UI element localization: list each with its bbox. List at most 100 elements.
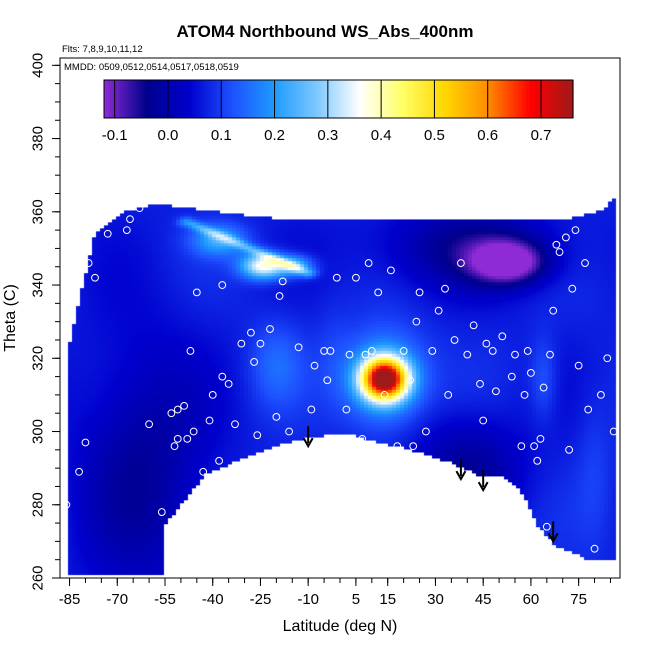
colorbar-tick-label: 0.4 [371,127,392,144]
observation-point [441,284,449,293]
observation-point [81,438,90,447]
down-arrow-icon [477,470,489,493]
observation-point [539,383,548,392]
observation-point [444,391,453,399]
observation-point [285,427,293,436]
observation-point [364,259,373,267]
observation-point [422,427,430,436]
x-tick-label: 30 [427,591,444,608]
observation-point [476,380,484,388]
observation-point [332,273,341,282]
observation-point [374,288,383,297]
observation-point [387,266,395,275]
observation-point [584,405,593,414]
observation-point [224,380,233,388]
observation-point [412,317,421,326]
y-tick-label: 400 [30,53,47,78]
y-tick-label: 260 [30,565,47,590]
observation-point [479,416,488,425]
observation-point [457,259,465,267]
x-tick-label: 60 [523,591,540,608]
observation-point [542,522,551,531]
x-tick-label: 45 [475,591,492,608]
observation-point [520,391,529,399]
observation-point [507,372,516,381]
observation-point [590,544,599,553]
y-tick-label: 340 [30,273,47,298]
colorbar-tick-label: 0.2 [264,127,285,144]
y-tick-label: 380 [30,126,47,151]
observation-point [415,288,424,297]
observation-point [262,464,271,473]
y-axis: 260 280 300 320 340 360 380 400 [30,53,60,591]
observation-point [218,372,227,381]
observation-point [103,229,112,238]
observation-point [253,431,262,440]
observation-point [310,361,319,370]
observation-point [237,339,246,348]
down-arrow-icon [455,459,467,482]
observation-point [469,321,478,330]
colorbar-tick-label: 0.6 [477,127,498,144]
x-tick-label: 75 [570,591,587,608]
observation-point [301,478,309,487]
observation-point [504,489,513,498]
observation-point [482,339,491,348]
observation-point [218,281,227,289]
x-axis-label: Latitude (deg N) [283,618,398,635]
observation-point [180,401,188,410]
observation-point [609,427,618,436]
observation-point [122,226,131,235]
observation-point [278,277,287,286]
observation-point [523,347,532,355]
observation-point [75,467,83,476]
colorbar-tick-label: -0.1 [102,127,128,144]
observation-point [247,328,255,337]
x-tick-label: -25 [250,591,272,608]
observation-point [450,336,459,344]
colorbar-tick-label: 0.1 [211,127,232,144]
colorbar-tick-label: 0.5 [424,127,445,144]
x-axis: -85 -70 -55 -40 -25 -10 5 15 30 45 60 75 [59,578,611,608]
observation-point [62,500,71,509]
observation-point [565,445,573,454]
observation-point [313,456,322,465]
observation-point [358,434,367,443]
observation-point [380,391,389,399]
observation-point [272,412,281,421]
observation-point [546,350,554,359]
chart-title: ATOM4 Northbound WS_Abs_400nm [177,22,474,41]
observation-point [367,347,376,355]
observation-point [266,325,274,333]
observation-point [345,350,354,359]
observation-point [527,369,535,377]
colorbar: -0.1 0.0 0.1 0.2 0.3 0.4 0.5 0.6 0.7 [102,79,574,144]
x-tick-label: -40 [202,591,224,608]
observation-point [157,508,166,516]
observation-point [192,288,201,297]
y-tick-label: 300 [30,419,47,444]
observation-point [434,306,443,315]
y-tick-label: 360 [30,199,47,224]
observation-point [536,434,545,443]
observation-point [409,442,418,451]
observation-point [352,273,360,282]
observation-point [552,240,561,249]
observation-point [492,387,500,396]
observation-point [215,456,223,465]
colorbar-tick-label: 0.0 [158,127,179,144]
observation-point [555,248,564,256]
observation-points [60,204,618,553]
heatmap-field [60,58,620,578]
observation-point [323,376,332,385]
observation-point [517,442,526,451]
y-axis-label: Theta (C) [2,284,19,352]
colorbar-tick-label: 0.7 [531,127,552,144]
x-tick-label: -70 [106,591,128,608]
observation-point [603,354,612,363]
down-arrow-icon [547,521,559,544]
observation-point [326,347,335,355]
observation-point [173,434,182,443]
observation-point [307,405,316,414]
